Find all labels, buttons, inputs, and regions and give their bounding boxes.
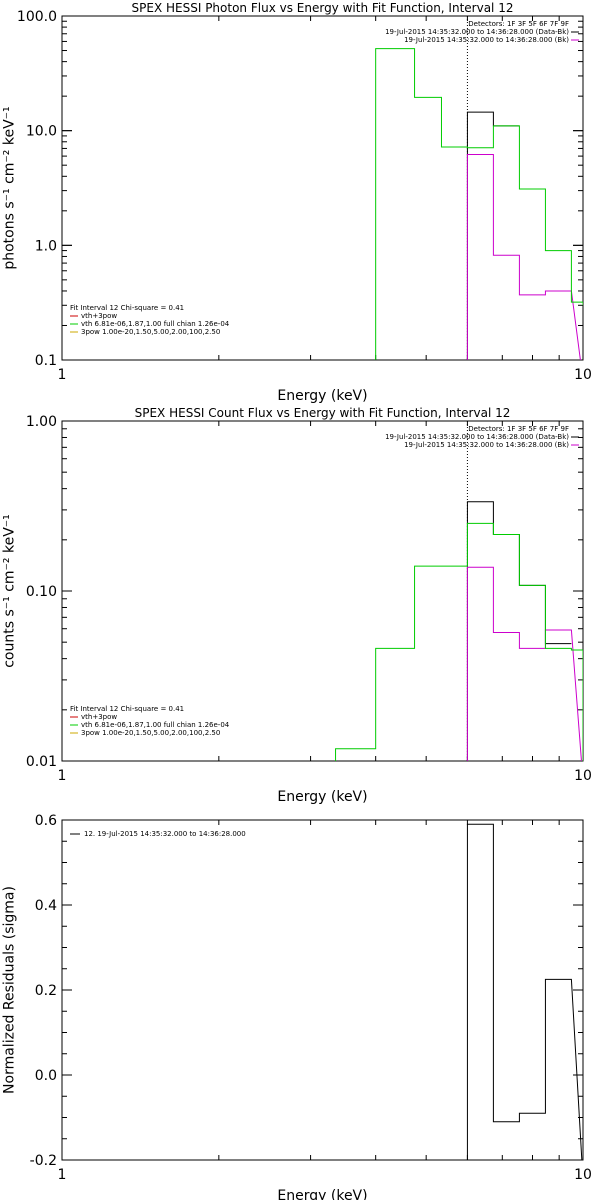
legend-entry: 3pow 1.00e-20,1.50,5.00,2.00,100,2.50	[81, 729, 220, 737]
y-axis: -0.2 0.0 0.2 0.4 0.6 Normalized Residuals (si…	[2, 813, 583, 1169]
x-axis: 1 10 Energy (keV)	[58, 421, 592, 805]
chart-1: SPEX HESSI Photon Flux vs Energy with Fi…	[2, 1, 592, 404]
legend-entry: Fit Interval 12 Chi-square = 0.41	[70, 705, 184, 713]
legend-entry: vth 6.81e-06,1.87,1.00 full chian 1.26e-…	[81, 721, 230, 729]
plot-area	[335, 421, 583, 761]
legend-entry: vth+3pow	[81, 713, 117, 721]
series-residuals	[466, 823, 583, 1160]
plot-area	[466, 823, 583, 1160]
legend-top-left: 12. 19-Jul-2015 14:35:32.000 to 14:36:28…	[70, 830, 246, 838]
y-axis-label: photons s⁻¹ cm⁻² keV⁻¹	[2, 106, 18, 269]
legend-entry: 19-Jul-2015 14:35:32.000 to 14:36:28.000…	[404, 36, 569, 44]
legend-entry: 12. 19-Jul-2015 14:35:32.000 to 14:36:28…	[84, 830, 246, 838]
chart-title: SPEX HESSI Photon Flux vs Energy with Fi…	[132, 1, 514, 15]
legend-top-right: Detectors: 1F 3F 5F 6F 7F 9F19-Jul-2015 …	[385, 425, 579, 449]
x-tick-label: 1	[58, 1167, 67, 1183]
y-tick-label: 0.4	[35, 898, 57, 914]
series-vth-3pow	[375, 48, 583, 360]
y-tick-label: 0.01	[26, 754, 57, 770]
legend-entry: Detectors: 1F 3F 5F 6F 7F 9F	[468, 20, 569, 28]
legend-bottom-left: Fit Interval 12 Chi-square = 0.41vth+3po…	[70, 304, 230, 336]
y-tick-label: 0.6	[35, 813, 57, 829]
x-tick-label: 1	[58, 768, 67, 784]
chart-title: SPEX HESSI Count Flux vs Energy with Fit…	[135, 406, 511, 420]
y-tick-label: 1.00	[26, 414, 57, 430]
legend-entry: 19-Jul-2015 14:35:32.000 to 14:36:28.000…	[385, 433, 569, 441]
x-axis: 1 10 Energy (keV)	[58, 16, 592, 404]
y-tick-label: 1.0	[35, 238, 57, 254]
y-tick-label: 100.0	[17, 9, 57, 25]
plot-frame	[61, 819, 584, 1161]
legend-entry: Detectors: 1F 3F 5F 6F 7F 9F	[468, 425, 569, 433]
x-axis-label: Energy (keV)	[277, 1188, 367, 1200]
y-axis: 0.01 0.10 1.00 counts s⁻¹ cm⁻² keV⁻¹	[2, 414, 583, 770]
y-axis-label: counts s⁻¹ cm⁻² keV⁻¹	[2, 514, 18, 668]
plot-area	[375, 16, 583, 360]
x-axis-label: Energy (keV)	[277, 789, 367, 805]
x-axis: 1 10 Energy (keV)	[58, 820, 592, 1200]
x-axis-label: Energy (keV)	[277, 388, 367, 404]
y-axis-label: Normalized Residuals (sigma)	[2, 886, 18, 1094]
plot-frame	[61, 15, 584, 361]
legend-entry: 19-Jul-2015 14:35:32.000 to 14:36:28.000…	[404, 441, 569, 449]
legend-entry: Fit Interval 12 Chi-square = 0.41	[70, 304, 184, 312]
series-bk	[466, 566, 582, 761]
x-tick-label: 10	[574, 1167, 592, 1183]
series-bk	[466, 153, 581, 360]
legend-entry: 19-Jul-2015 14:35:32.000 to 14:36:28.000…	[385, 28, 569, 36]
y-tick-label: 10.0	[26, 124, 57, 140]
chart-3: 1 10 Energy (keV) -0.2 0.0 0.2 0.4 0.6 Normalize…	[2, 813, 592, 1200]
y-tick-label: 0.1	[35, 353, 57, 369]
series-vth-3pow	[335, 522, 583, 761]
y-tick-label: 0.2	[35, 983, 57, 999]
legend-top-right: Detectors: 1F 3F 5F 6F 7F 9F19-Jul-2015 …	[385, 20, 579, 44]
y-tick-label: -0.2	[30, 1153, 57, 1169]
y-tick-label: 0.10	[26, 584, 57, 600]
x-tick-label: 10	[574, 367, 592, 383]
x-tick-label: 10	[574, 768, 592, 784]
y-tick-label: 0.0	[35, 1068, 57, 1084]
chart-2: SPEX HESSI Count Flux vs Energy with Fit…	[2, 406, 592, 805]
legend-bottom-left: Fit Interval 12 Chi-square = 0.41vth+3po…	[70, 705, 230, 737]
legend-entry: vth+3pow	[81, 312, 117, 320]
legend-entry: 3pow 1.00e-20,1.50,5.00,2.00,100,2.50	[81, 328, 220, 336]
y-axis: 0.1 1.0 10.0 100.0 photons s⁻¹ cm⁻² keV⁻¹	[2, 9, 583, 369]
x-tick-label: 1	[58, 367, 67, 383]
legend-entry: vth 6.81e-06,1.87,1.00 full chian 1.26e-…	[81, 320, 230, 328]
